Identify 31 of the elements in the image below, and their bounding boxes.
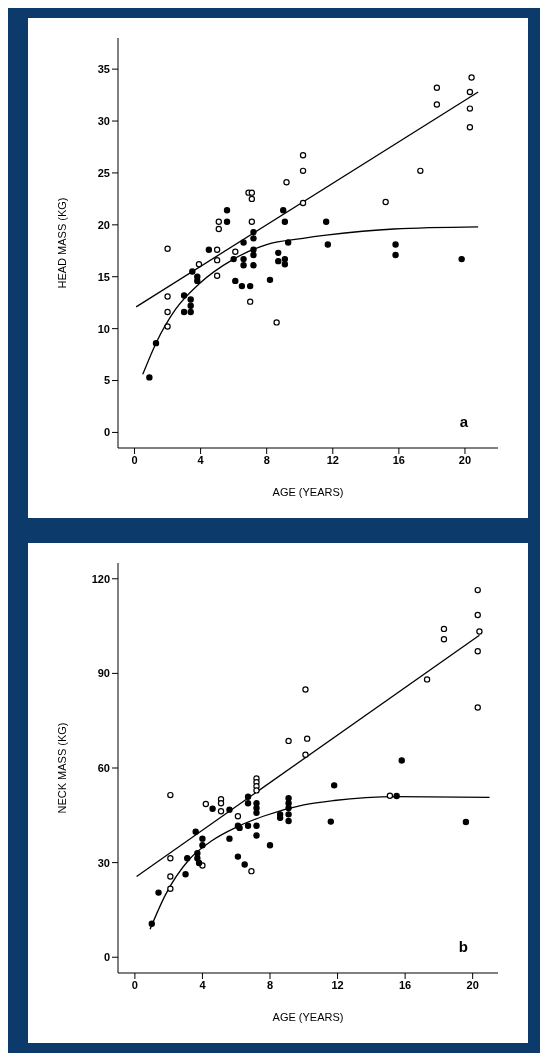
x-tick-label: 0 bbox=[131, 978, 138, 991]
y-tick-label: 60 bbox=[97, 761, 110, 774]
x-tick-label: 20 bbox=[466, 978, 479, 991]
x-tick-label: 12 bbox=[331, 978, 344, 991]
x-tick-label: 20 bbox=[458, 453, 472, 466]
y-tick-label: 20 bbox=[97, 218, 110, 231]
x-tick-label: 16 bbox=[398, 978, 412, 991]
y-tick-label: 5 bbox=[103, 374, 110, 387]
annotation: a bbox=[459, 413, 468, 430]
x-axis-title: AGE (YEARS) bbox=[272, 1011, 344, 1023]
x-tick-label: 8 bbox=[266, 978, 274, 991]
x-tick-label: 16 bbox=[392, 453, 405, 466]
y-tick-label: 120 bbox=[91, 572, 110, 585]
y-tick-label: 0 bbox=[103, 426, 110, 439]
y-tick-label: 90 bbox=[97, 667, 110, 680]
y-axis-title: NECK MASS (KG) bbox=[55, 722, 68, 814]
annotation: b bbox=[458, 938, 468, 955]
x-tick-label: 4 bbox=[199, 978, 207, 991]
y-tick-label: 30 bbox=[97, 856, 110, 869]
x-tick-label: 12 bbox=[326, 453, 339, 466]
y-tick-label: 30 bbox=[97, 114, 110, 127]
y-tick-label: 35 bbox=[97, 63, 110, 76]
x-tick-label: 8 bbox=[263, 453, 270, 466]
x-axis-title: AGE (YEARS) bbox=[272, 486, 344, 498]
y-tick-label: 25 bbox=[97, 166, 110, 179]
y-axis-title: HEAD MASS (KG) bbox=[55, 197, 68, 289]
y-tick-label: 0 bbox=[103, 951, 110, 964]
y-tick-label: 15 bbox=[97, 270, 110, 283]
y-tick-label: 10 bbox=[97, 322, 110, 335]
x-tick-label: 0 bbox=[131, 453, 138, 466]
x-tick-label: 4 bbox=[197, 453, 205, 466]
